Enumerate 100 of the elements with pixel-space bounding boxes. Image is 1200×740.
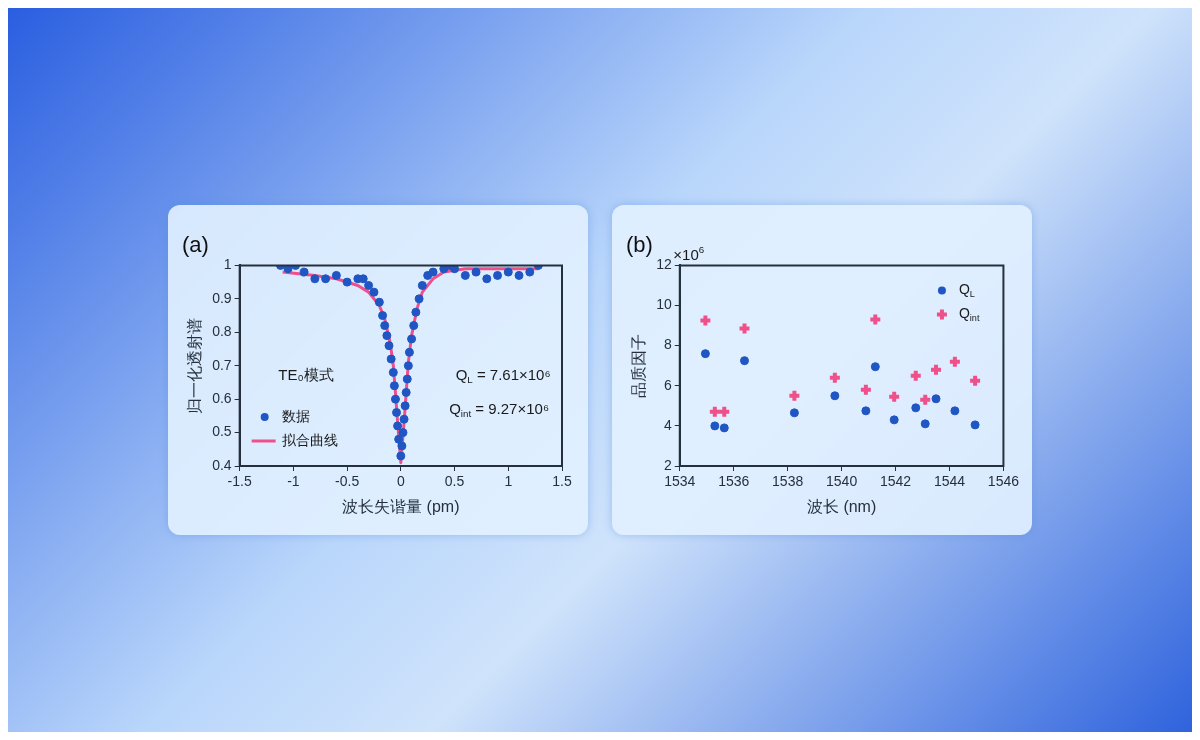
point — [396, 451, 406, 461]
x-tick-label: 1.5 — [552, 473, 572, 490]
point — [389, 381, 399, 391]
point — [409, 321, 419, 331]
point — [827, 370, 842, 385]
point — [404, 347, 414, 357]
y-axis-title: 归一化透射谱 — [186, 317, 204, 414]
point — [870, 362, 880, 372]
point — [737, 321, 752, 336]
point — [401, 387, 411, 397]
point — [710, 421, 720, 431]
point — [920, 419, 930, 429]
x-tick-label: 1536 — [718, 473, 750, 490]
y-tick-label: 6 — [663, 376, 672, 393]
x-tick-label: -1.5 — [227, 473, 252, 490]
point — [908, 368, 923, 383]
point — [414, 294, 424, 304]
point — [740, 356, 749, 366]
x-axis-title: 波长失谐量 (pm) — [342, 497, 460, 515]
y-tick-label: 0.9 — [212, 289, 232, 306]
point — [388, 367, 398, 377]
y-tick-label: 0.8 — [212, 323, 232, 340]
point — [400, 401, 410, 411]
point — [382, 331, 392, 341]
chart-title: (b) — [626, 232, 653, 258]
point — [399, 414, 409, 424]
point — [390, 394, 400, 404]
point — [911, 403, 921, 413]
point — [331, 270, 341, 280]
point — [918, 392, 933, 407]
point — [450, 265, 460, 274]
point — [482, 274, 492, 284]
x-tick-label: 1542 — [879, 473, 912, 490]
point — [858, 382, 873, 397]
x-tick-label: 1534 — [664, 473, 696, 490]
point — [321, 274, 331, 284]
point — [503, 267, 513, 277]
point — [417, 280, 427, 290]
point — [889, 415, 899, 425]
point — [380, 321, 390, 331]
point — [428, 267, 438, 277]
point — [384, 341, 394, 351]
point — [830, 391, 840, 401]
y-tick-label: 0.6 — [212, 389, 232, 406]
point — [789, 408, 799, 418]
point — [407, 334, 417, 344]
point — [342, 277, 352, 287]
x-tick-label: 1538 — [772, 473, 804, 490]
legend-label: 拟合曲线 — [281, 431, 338, 448]
y-tick-label: 2 — [663, 456, 672, 473]
point — [707, 404, 722, 419]
y-tick-label: 0.5 — [212, 423, 232, 440]
y-tick-label: 10 — [656, 296, 672, 313]
point — [402, 374, 412, 384]
point — [460, 270, 470, 280]
x-tick-label: 0 — [396, 473, 405, 490]
x-tick-label: 1546 — [987, 473, 1020, 490]
x-tick-label: 1540 — [826, 473, 858, 490]
point — [929, 362, 943, 377]
point — [397, 441, 407, 451]
point — [398, 428, 408, 438]
point — [364, 280, 374, 290]
point — [868, 312, 883, 327]
point — [698, 313, 713, 328]
y-tick-label: 0.7 — [212, 356, 232, 373]
point — [968, 373, 983, 388]
point — [369, 287, 379, 297]
y-tick-label: 4 — [663, 416, 672, 433]
point — [700, 349, 710, 359]
point — [887, 389, 902, 404]
point — [378, 311, 388, 321]
point — [411, 307, 421, 317]
x-tick-label: -1 — [287, 473, 300, 490]
chart-title: (a) — [182, 232, 209, 258]
point — [393, 421, 403, 431]
legend-label: 数据 — [281, 407, 310, 424]
x-tick-label: 1544 — [933, 473, 966, 490]
point — [374, 297, 384, 307]
point — [970, 420, 980, 430]
point — [525, 267, 535, 277]
point — [950, 406, 960, 416]
point — [719, 423, 729, 433]
point — [787, 388, 802, 403]
x-tick-label: 1 — [504, 473, 513, 490]
point — [392, 408, 402, 418]
annotation: TE₀模式 — [278, 365, 334, 383]
y-tick-label: 12 — [656, 256, 672, 273]
y-axis-title: 品质因子 — [630, 333, 648, 398]
x-tick-label: 0.5 — [444, 473, 465, 490]
point — [299, 267, 309, 277]
y-tick-label: 1 — [223, 256, 232, 273]
point — [717, 404, 732, 419]
y-tick-label: 8 — [663, 336, 672, 353]
point — [947, 354, 962, 369]
point — [931, 394, 941, 404]
x-tick-label: -0.5 — [335, 473, 360, 490]
point — [861, 406, 871, 416]
point — [514, 270, 524, 280]
point — [283, 265, 293, 274]
x-axis-title: 波长 (nm) — [806, 497, 877, 515]
